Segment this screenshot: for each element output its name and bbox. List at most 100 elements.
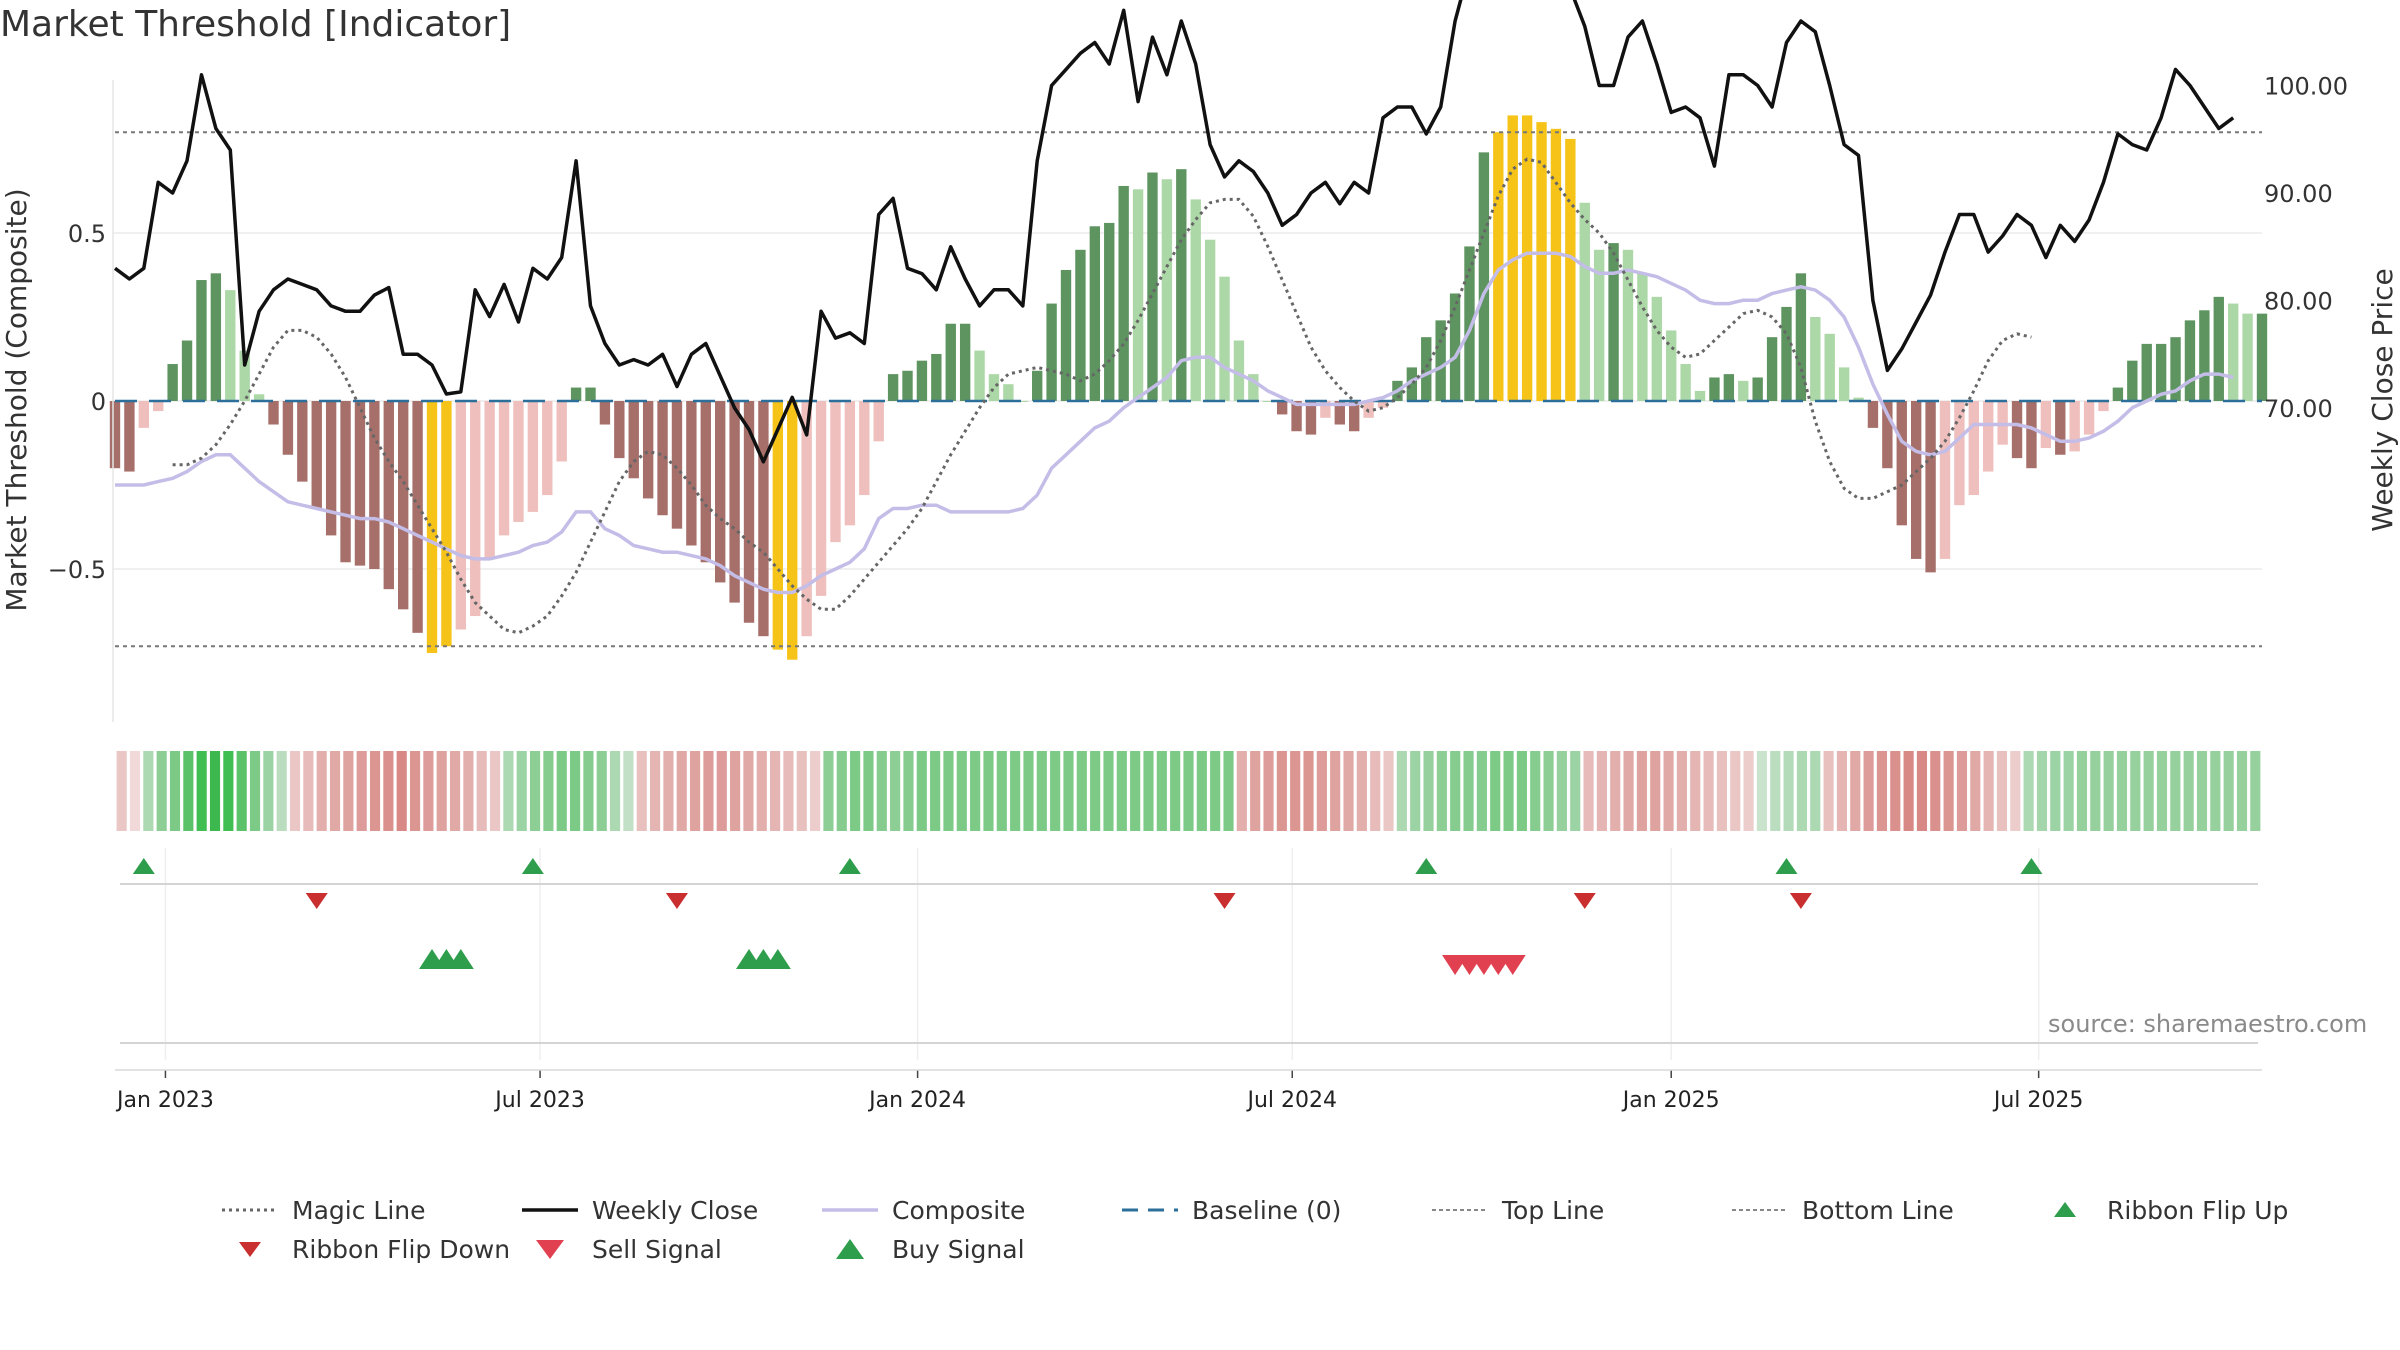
legend-label: Buy Signal — [892, 1234, 1025, 1264]
left-tick-label: 0.5 — [68, 220, 106, 248]
ribbon-cell — [463, 751, 474, 831]
composite-bar — [1925, 401, 1936, 573]
composite-bar — [2155, 343, 2167, 401]
ribbon-cell — [1303, 751, 1314, 831]
ribbon-cell — [1903, 751, 1914, 831]
ribbon-cell — [810, 751, 821, 831]
ribbon-cell — [1116, 751, 1127, 831]
legend-item-composite[interactable]: Composite — [820, 1195, 1025, 1225]
ribbon-cell — [2210, 751, 2221, 831]
legend-label: Baseline (0) — [1192, 1195, 1342, 1225]
ribbon-cell — [1530, 751, 1541, 831]
composite-bar — [1954, 401, 1965, 506]
ribbon-cell — [1876, 751, 1888, 831]
ribbon-cell — [583, 751, 594, 831]
composite-bar — [1867, 401, 1879, 428]
ribbon-cell — [476, 751, 487, 831]
right-tick-label: 100.00 — [2264, 73, 2348, 101]
x-tick-label: Jul 2023 — [493, 1088, 585, 1113]
composite-bar — [801, 401, 812, 637]
legend-item-top-line[interactable]: Top Line — [1430, 1195, 1604, 1225]
composite-bar — [2242, 313, 2253, 401]
ribbon-cell — [876, 751, 887, 831]
ribbon-cell — [1796, 751, 1807, 831]
ribbon-cell — [223, 751, 234, 831]
ribbon-cell — [996, 751, 1007, 831]
ribbon-cell — [2090, 751, 2101, 831]
ribbon-flip-down-marker — [1789, 893, 1812, 909]
triangle-up-icon — [2054, 1202, 2076, 1217]
ribbon-cell — [863, 751, 874, 831]
ribbon-cell — [1263, 751, 1274, 831]
ribbon-cell — [1836, 751, 1848, 831]
ribbon-cell — [663, 751, 674, 831]
composite-bar — [988, 374, 1000, 401]
composite-bar — [758, 401, 769, 637]
composite-bar — [1608, 243, 1619, 401]
legend-item-sell-signal[interactable]: Sell Signal — [520, 1234, 722, 1264]
composite-bar — [585, 387, 596, 401]
axes-layer: 0.50−0.5120.00110.00100.0090.0080.0070.0… — [0, 73, 2399, 1114]
composite-bar — [441, 401, 452, 647]
composite-bar — [2213, 296, 2224, 401]
composite-bar — [1305, 401, 1317, 435]
legend-item-buy-signal[interactable]: Buy Signal — [820, 1234, 1025, 1264]
legend-label: Ribbon Flip Down — [292, 1234, 511, 1264]
ribbon-cell — [930, 751, 941, 831]
ribbon-cell — [1996, 751, 2008, 831]
composite-bar — [787, 401, 798, 660]
ribbon-cell — [503, 751, 514, 831]
legend-item-magic-line[interactable]: Magic Line — [220, 1195, 426, 1225]
legend-item-weekly-close[interactable]: Weekly Close — [520, 1195, 758, 1225]
ribbon-cell — [356, 751, 367, 831]
triangle-down-icon — [536, 1240, 564, 1259]
left-tick-label: −0.5 — [48, 556, 106, 584]
composite-bar — [570, 387, 582, 401]
ribbon-cell — [1130, 751, 1141, 831]
legend-label: Weekly Close — [592, 1195, 759, 1225]
composite-bar — [426, 401, 438, 653]
composite-bar — [297, 401, 308, 482]
ribbon-cell — [650, 751, 661, 831]
ribbon-cell — [2010, 751, 2021, 831]
left-tick-label: 0 — [91, 388, 106, 416]
chart-title: Market Threshold [Indicator] — [0, 4, 512, 45]
composite-bar — [1910, 401, 1922, 559]
composite-bar — [2127, 360, 2138, 401]
legend-item-baseline[interactable]: Baseline (0) — [1120, 1195, 1341, 1225]
legend-item-ribbon-flip-up[interactable]: Ribbon Flip Up — [2035, 1195, 2288, 1225]
composite-bar — [830, 401, 841, 543]
composite-bar — [1521, 115, 1533, 402]
composite-bar — [2069, 401, 2080, 452]
composite-bar — [1565, 138, 1576, 402]
composite-bar — [729, 401, 740, 603]
legend-item-bottom-line[interactable]: Bottom Line — [1730, 1195, 1954, 1225]
ribbon-cell — [1010, 751, 1021, 831]
composite-bar — [1075, 249, 1086, 401]
ribbon-cell — [1516, 751, 1527, 831]
composite-bar — [1810, 317, 1821, 401]
ribbon-cell — [289, 751, 301, 831]
legend-row-2: Ribbon Flip Down Sell Signal Buy Signal — [220, 1234, 2320, 1273]
composite-bar — [542, 401, 553, 496]
composite-bar — [844, 401, 856, 526]
ribbon-cell — [2156, 751, 2168, 831]
ribbon-cell — [1623, 751, 1634, 831]
x-tick-label: Jan 2023 — [115, 1088, 214, 1113]
legend-item-ribbon-flip-down[interactable]: Ribbon Flip Down — [220, 1234, 510, 1264]
composite-bar — [1233, 340, 1245, 401]
ribbon-cell — [1943, 751, 1954, 831]
composite-bar — [311, 401, 322, 509]
composite-bar — [1579, 202, 1590, 401]
ribbon-cell — [1956, 751, 1968, 831]
composite-bar — [1060, 269, 1072, 401]
composite-bar — [2141, 343, 2152, 401]
top-line-swatch-icon — [1432, 1209, 1488, 1211]
right-tick-label: 80.00 — [2264, 288, 2333, 316]
composite-bar — [412, 401, 423, 633]
ribbon-cell — [1050, 751, 1061, 831]
ribbon-flip-up-marker — [1775, 858, 1798, 874]
composite-bar — [1089, 226, 1101, 401]
ribbon-cell — [183, 751, 194, 831]
